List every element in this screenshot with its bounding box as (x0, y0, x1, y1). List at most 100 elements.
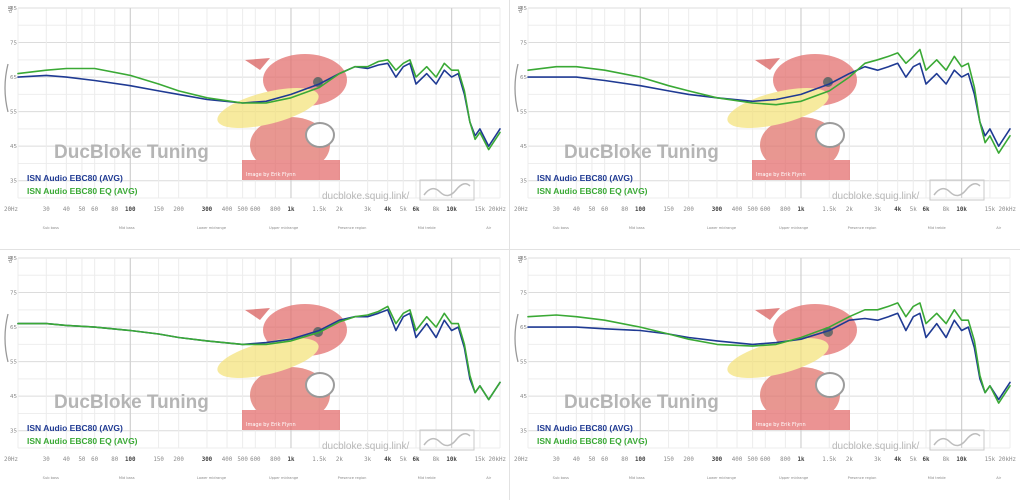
x-tick-label: 20kHz (489, 457, 506, 463)
legend-entry-2[interactable]: ISN Audio EBC80 EQ (AVG) (537, 436, 648, 446)
frequency-region-label: Air (486, 476, 491, 480)
x-tick-label: 1k (797, 207, 804, 213)
y-tick-label: 75 (10, 291, 17, 297)
x-tick-label: 3k (874, 207, 881, 213)
series-line-2[interactable] (527, 48, 1011, 154)
frequency-region-label: Mid treble (418, 226, 437, 230)
x-tick-label: 150 (153, 207, 164, 213)
chart-panel-4: Image by Erik Flynn DucBloke Tuning ducblo… (510, 250, 1020, 500)
x-tick-label: 500 (747, 207, 758, 213)
x-tick-label: 8k (433, 457, 440, 463)
normalization-slider[interactable] (514, 313, 519, 363)
x-tick-label: 800 (780, 457, 791, 463)
frequency-region-label: Mid bass (119, 476, 135, 480)
frequency-region-label: Sub bass (43, 476, 59, 480)
chart-svg: Image by Erik Flynn DucBloke Tuning ducblo… (514, 256, 1016, 480)
frequency-region-label: Air (486, 226, 491, 230)
normalization-slider[interactable] (4, 313, 9, 363)
x-tick-label: 6k (922, 207, 929, 213)
legend-entry-1[interactable]: ISN Audio EBC80 (AVG) (27, 173, 123, 183)
x-tick-label: 400 (222, 457, 233, 463)
series-line-2[interactable] (527, 302, 1011, 404)
x-tick-label: 30 (43, 207, 50, 213)
series-line-2[interactable] (17, 305, 501, 401)
x-tick-label: 20kHz (999, 457, 1016, 463)
x-tick-label: 5k (400, 457, 407, 463)
x-tick-label: 30 (43, 457, 50, 463)
x-tick-label: 200 (683, 457, 694, 463)
x-tick-label: 200 (683, 207, 694, 213)
x-tick-label: 80 (621, 207, 628, 213)
x-tick-label: 15k (475, 207, 486, 213)
x-tick-label: 40 (573, 457, 580, 463)
x-tick-label: 50 (78, 207, 85, 213)
chart-svg: Image by Erik Flynn DucBloke Tuning ducblo… (4, 256, 506, 480)
x-tick-label: 20Hz (4, 207, 18, 213)
image-credit: Image by Erik Flynn (246, 422, 296, 428)
x-tick-label: 20Hz (4, 457, 18, 463)
frequency-region-label: Sub bass (553, 476, 569, 480)
watermark-title: DucBloke Tuning (54, 392, 209, 413)
x-tick-label: 30 (553, 207, 560, 213)
legend-entry-1[interactable]: ISN Audio EBC80 (AVG) (537, 423, 633, 433)
normalization-slider[interactable] (514, 63, 519, 113)
y-tick-label: 45 (520, 144, 527, 150)
panel-divider-vertical (509, 0, 510, 500)
x-tick-label: 400 (222, 207, 233, 213)
x-tick-label: 1k (797, 457, 804, 463)
x-tick-label: 6k (922, 457, 929, 463)
x-tick-label: 3k (364, 207, 371, 213)
x-tick-label: 5k (400, 207, 407, 213)
x-tick-label: 3k (364, 457, 371, 463)
x-tick-label: 15k (985, 207, 996, 213)
legend-entry-1[interactable]: ISN Audio EBC80 (AVG) (27, 423, 123, 433)
y-tick-label: 55 (10, 360, 17, 366)
frequency-region-label: Presence region (338, 476, 367, 480)
x-tick-label: 300 (202, 457, 213, 463)
frequency-region-label: Mid bass (119, 226, 135, 230)
x-tick-label: 200 (173, 457, 184, 463)
chart-panel-3: Image by Erik Flynn DucBloke Tuning ducblo… (0, 250, 510, 500)
frequency-region-label: Mid treble (928, 476, 947, 480)
x-tick-label: 15k (985, 457, 996, 463)
x-tick-label: 1.5k (822, 457, 836, 463)
x-tick-label: 100 (125, 457, 136, 463)
mascot-logo (727, 304, 857, 430)
x-tick-label: 40 (63, 457, 70, 463)
y-tick-label: 85 (520, 256, 527, 262)
y-tick-label: 65 (520, 325, 527, 331)
x-tick-label: 100 (125, 207, 136, 213)
x-tick-label: 300 (712, 457, 723, 463)
x-tick-label: 4k (384, 457, 391, 463)
x-tick-label: 40 (573, 207, 580, 213)
x-tick-label: 500 (237, 207, 248, 213)
series-line-1[interactable] (527, 62, 1011, 147)
x-tick-label: 800 (780, 207, 791, 213)
x-tick-label: 80 (111, 457, 118, 463)
frequency-region-label: Upper midrange (269, 226, 299, 230)
x-tick-label: 20Hz (514, 457, 528, 463)
legend-entry-2[interactable]: ISN Audio EBC80 EQ (AVG) (537, 186, 648, 196)
series-line-2[interactable] (17, 59, 501, 151)
x-tick-label: 5k (910, 207, 917, 213)
x-tick-label: 400 (732, 457, 743, 463)
y-tick-label: 35 (10, 179, 17, 185)
legend-entry-1[interactable]: ISN Audio EBC80 (AVG) (537, 173, 633, 183)
chart-panel-1: Image by Erik Flynn DucBloke Tuning ducblo… (0, 0, 510, 250)
legend-entry-2[interactable]: ISN Audio EBC80 EQ (AVG) (27, 186, 138, 196)
squig-logo-icon (423, 433, 471, 447)
frequency-region-label: Sub bass (43, 226, 59, 230)
x-tick-label: 4k (894, 207, 901, 213)
y-tick-label: 75 (520, 41, 527, 47)
image-credit: Image by Erik Flynn (756, 172, 806, 178)
x-tick-label: 200 (173, 207, 184, 213)
normalization-slider[interactable] (4, 63, 9, 113)
series-line-1[interactable] (17, 62, 501, 147)
x-tick-label: 6k (412, 457, 419, 463)
grid-lines (527, 7, 1011, 199)
chart-panel-2: Image by Erik Flynn DucBloke Tuning ducblo… (510, 0, 1020, 250)
x-tick-label: 60 (91, 207, 98, 213)
y-tick-label: 75 (520, 291, 527, 297)
legend-entry-2[interactable]: ISN Audio EBC80 EQ (AVG) (27, 436, 138, 446)
